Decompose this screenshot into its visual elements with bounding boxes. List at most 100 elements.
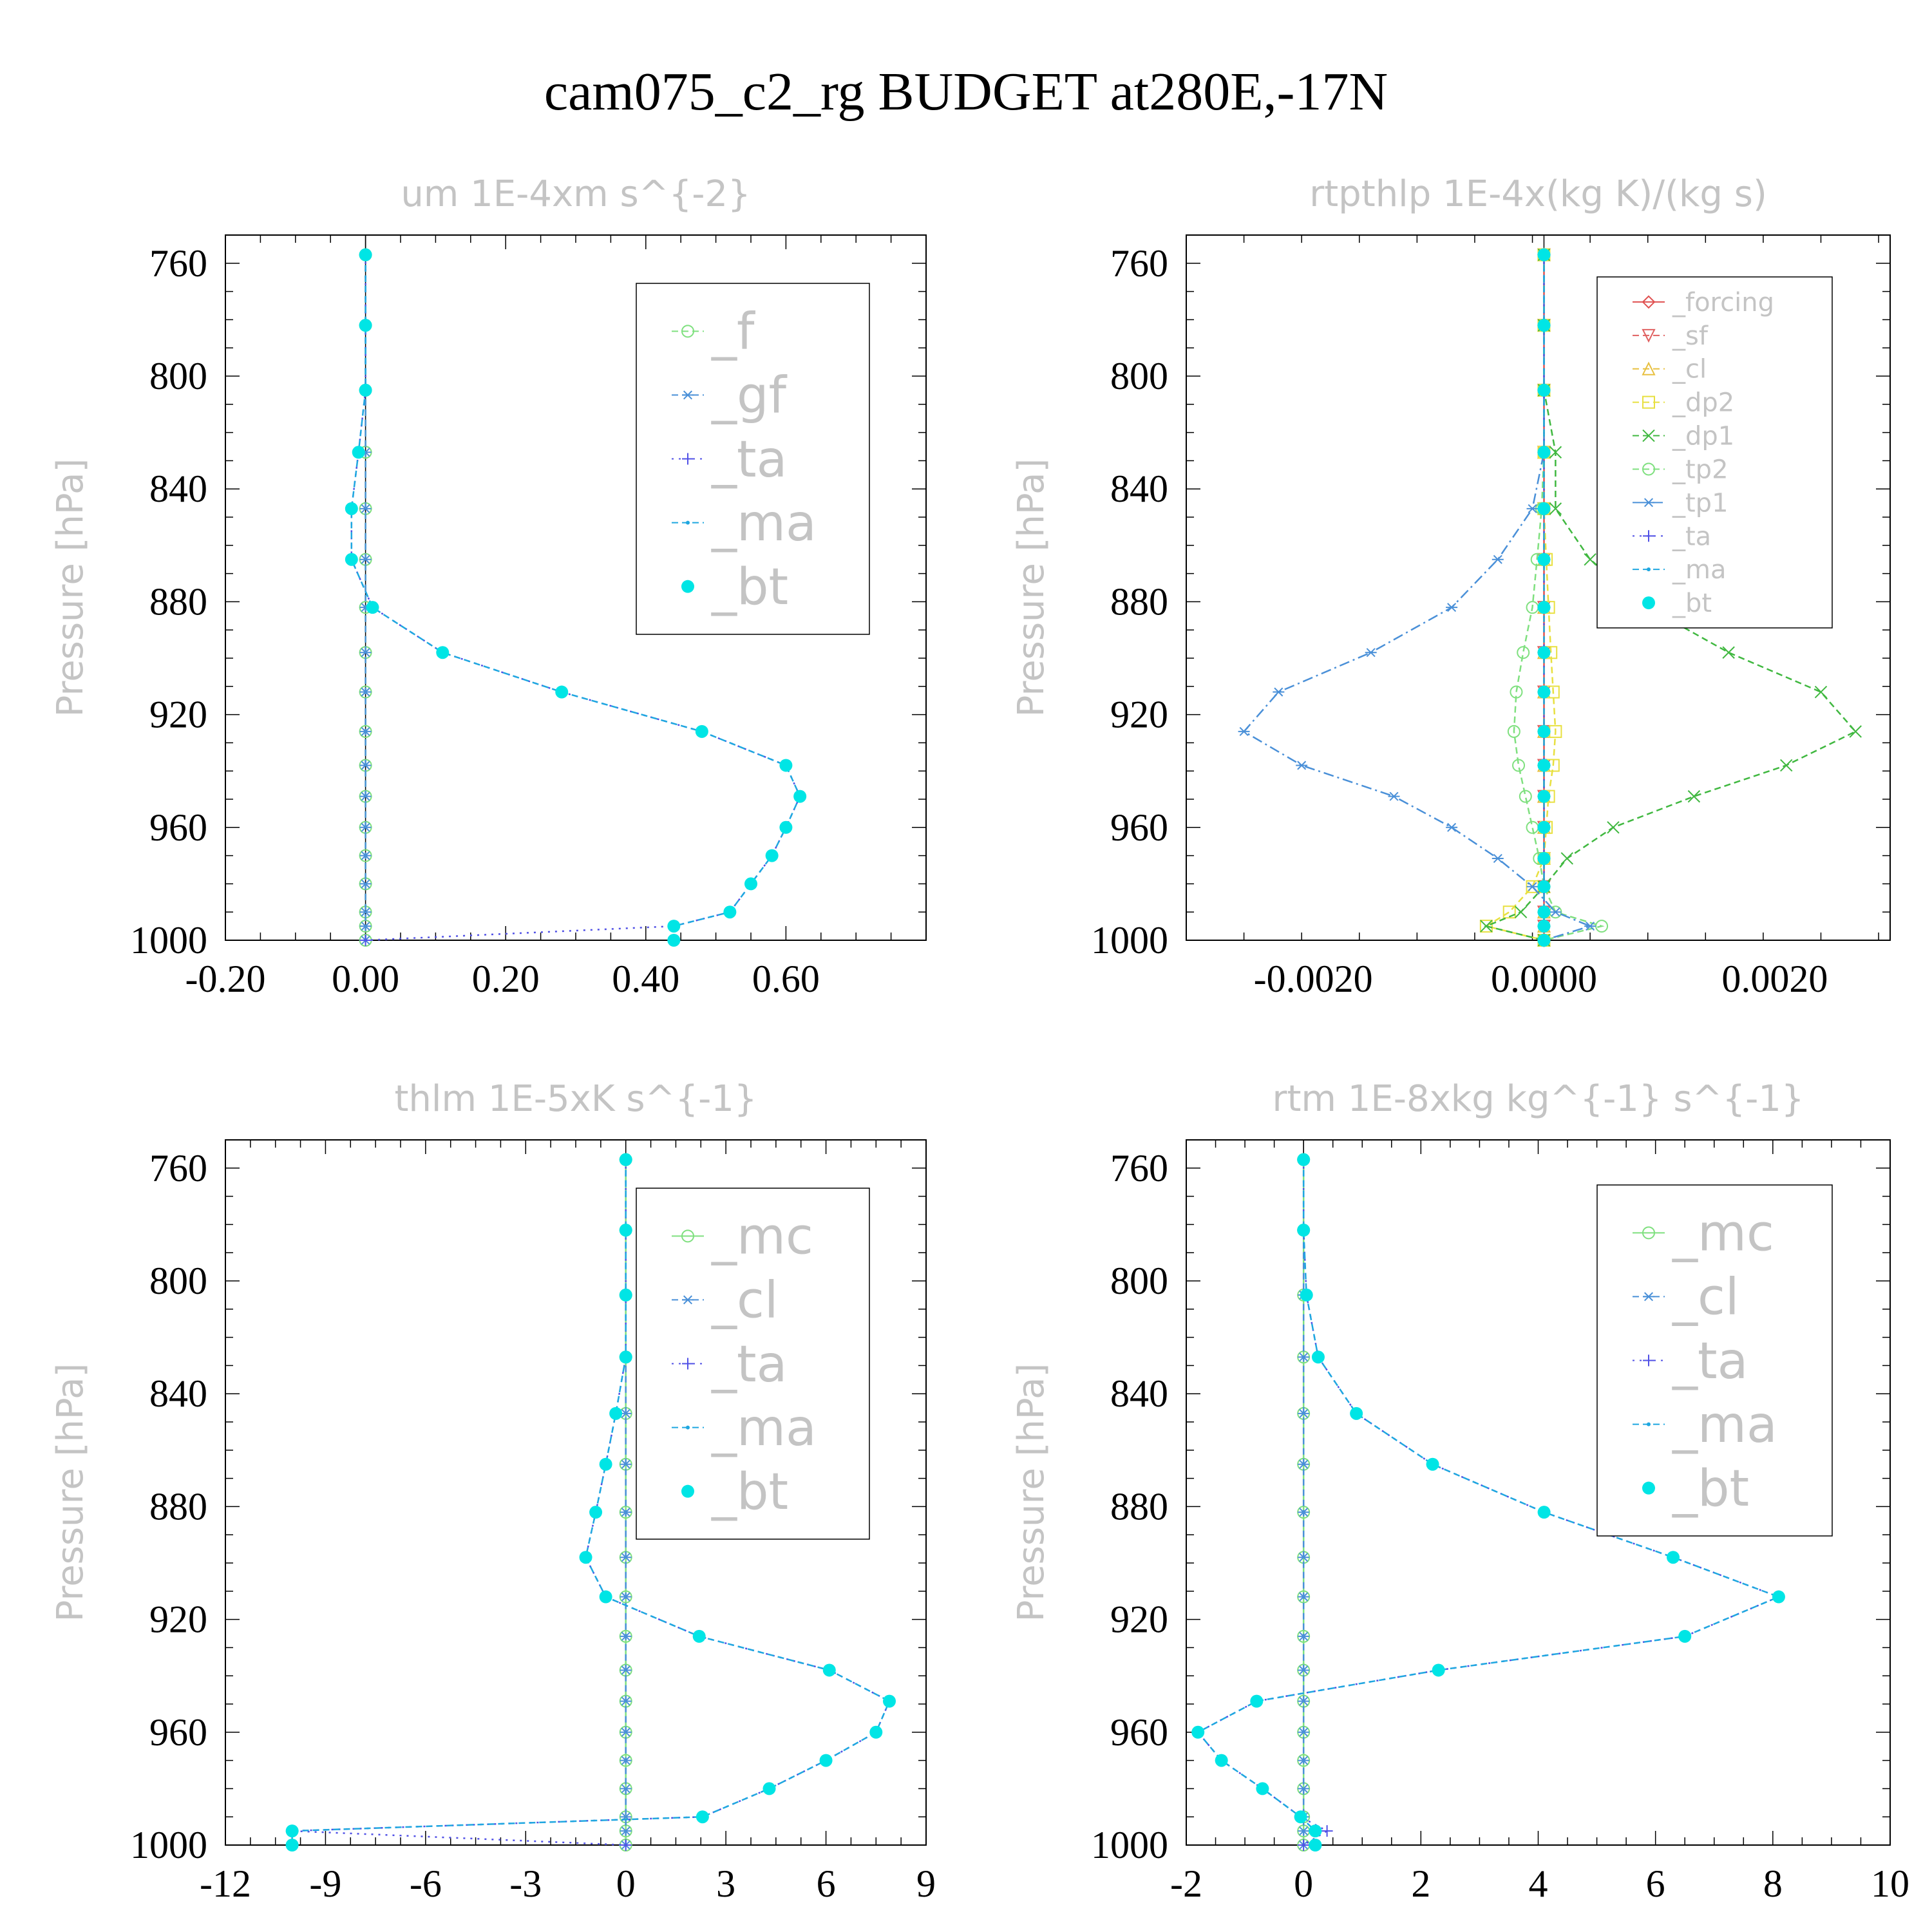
- legend-marker: [1642, 462, 1655, 476]
- panel-title: rtpthlp 1E-4x(kg K)/(kg s): [1309, 173, 1767, 215]
- x-tick-label: 6: [817, 1862, 836, 1905]
- series-line: [1242, 254, 1593, 942]
- panel-title: um 1E-4xm s^{-2}: [401, 173, 750, 215]
- data-point: [359, 726, 372, 736]
- data-point: [1849, 725, 1862, 738]
- data-point: [1297, 1153, 1311, 1166]
- legend-label: _f: [711, 303, 755, 361]
- data-point: [1537, 646, 1551, 659]
- legend-marker: [1642, 328, 1656, 343]
- y-tick-label: 800: [1110, 355, 1168, 397]
- data-point: [1309, 1824, 1322, 1838]
- legend-label: _ta: [711, 431, 787, 489]
- y-tick-label: 960: [1110, 806, 1168, 849]
- data-point: [359, 907, 372, 917]
- legend-label: _ma: [711, 495, 817, 553]
- data-point: [1298, 1696, 1310, 1706]
- data-point: [359, 248, 372, 261]
- data-point: [1537, 920, 1551, 933]
- legend-label: _cl: [1672, 1269, 1739, 1327]
- data-point: [589, 1506, 603, 1519]
- data-point: [1479, 920, 1493, 933]
- y-tick-label: 960: [1110, 1711, 1168, 1754]
- data-point: [1388, 791, 1400, 801]
- data-point: [1298, 1508, 1310, 1517]
- data-point: [869, 1725, 883, 1739]
- data-point: [1298, 1839, 1310, 1851]
- x-tick-label: 9: [916, 1862, 936, 1905]
- legend-marker: [1642, 395, 1655, 409]
- data-point: [667, 934, 681, 947]
- data-point: [1537, 502, 1551, 515]
- data-point: [1537, 820, 1551, 834]
- data-point: [762, 1782, 776, 1795]
- y-tick-label: 880: [149, 1485, 207, 1528]
- y-tick-label: 1000: [130, 1824, 207, 1866]
- data-point: [619, 1153, 632, 1166]
- data-point: [1537, 685, 1551, 699]
- data-point: [1298, 1826, 1310, 1836]
- legend-marker: [1642, 1481, 1655, 1495]
- data-point: [765, 849, 779, 862]
- x-tick-label: 0.00: [332, 958, 399, 1000]
- legend-label: _bt: [711, 1463, 788, 1521]
- data-point: [1298, 1756, 1310, 1765]
- data-point: [579, 1551, 592, 1564]
- y-tick-label: 800: [1110, 1260, 1168, 1302]
- y-tick-label: 760: [1110, 1147, 1168, 1189]
- data-point: [359, 554, 372, 564]
- data-point: [1365, 648, 1377, 658]
- legend-marker: [681, 580, 694, 593]
- data-point: [1537, 880, 1551, 893]
- data-point: [620, 1508, 632, 1517]
- data-point: [620, 1459, 632, 1469]
- data-point: [1507, 724, 1520, 738]
- data-point: [723, 905, 737, 919]
- series-line: [1513, 254, 1605, 942]
- legend-marker: [1643, 1292, 1654, 1302]
- y-tick-label: 1000: [1091, 1824, 1168, 1866]
- data-point: [436, 646, 450, 659]
- legend-marker: [682, 390, 694, 400]
- data-point: [1537, 553, 1551, 566]
- data-point: [667, 920, 681, 933]
- x-tick-label: 0: [1294, 1862, 1313, 1905]
- data-point: [1294, 1810, 1307, 1824]
- data-point: [1678, 1629, 1692, 1643]
- data-point: [1537, 905, 1551, 919]
- panels: um 1E-4xm s^{-2}Pressure [hPa]7608008408…: [50, 173, 1909, 1905]
- figure-title: cam075_c2_rg BUDGET at280E,-17N: [544, 62, 1388, 122]
- legend-label: _gf: [711, 367, 788, 425]
- series-line: [291, 1159, 891, 1845]
- x-tick-label: 6: [1646, 1862, 1665, 1905]
- data-point: [620, 1665, 632, 1675]
- data-point: [1549, 446, 1562, 459]
- data-point: [620, 1784, 632, 1794]
- data-point: [620, 1839, 632, 1851]
- panel-title: rtm 1E-8xkg kg^{-1} s^{-1}: [1272, 1078, 1804, 1120]
- panel-title: thlm 1E-5xK s^{-1}: [394, 1078, 757, 1120]
- x-tick-label: 0: [616, 1862, 636, 1905]
- data-point: [1780, 759, 1793, 772]
- y-tick-label: 920: [149, 1598, 207, 1641]
- data-point: [1537, 851, 1551, 865]
- data-point: [359, 504, 372, 513]
- legend-label: _ta: [1672, 1332, 1748, 1390]
- data-point: [345, 553, 358, 566]
- legend-marker: [686, 520, 690, 525]
- y-tick-label: 920: [149, 694, 207, 736]
- data-point: [359, 922, 372, 931]
- legend-label: _bt: [1672, 589, 1712, 618]
- legend-box: [636, 1188, 870, 1540]
- data-point: [696, 1810, 709, 1824]
- data-point: [619, 1350, 632, 1364]
- series-line: [1197, 1159, 1781, 1845]
- data-point: [620, 1826, 632, 1836]
- data-point: [1537, 446, 1551, 459]
- data-point: [1298, 1553, 1310, 1562]
- data-point: [819, 1754, 833, 1767]
- legend-marker: [1642, 361, 1656, 375]
- x-tick-label: -9: [309, 1862, 341, 1905]
- data-point: [359, 383, 372, 397]
- y-tick-label: 1000: [1091, 919, 1168, 961]
